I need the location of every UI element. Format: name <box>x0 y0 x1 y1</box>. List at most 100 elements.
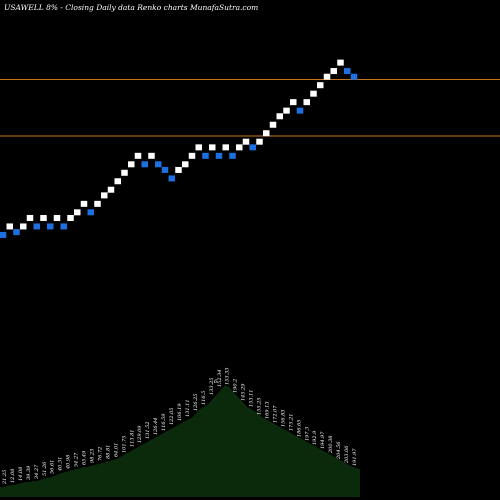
volume-label: 116.59 <box>161 413 167 431</box>
renko-brick-up <box>283 107 290 114</box>
volume-label: 203.06 <box>344 445 350 464</box>
volume-label: 116.5 <box>201 391 207 405</box>
chart-title: USAWELL 8% - Closing Daily data Renko ch… <box>4 3 258 12</box>
renko-brick-down <box>87 209 94 216</box>
reference-lines <box>0 79 500 137</box>
renko-brick-down <box>296 107 304 114</box>
renko-brick-up <box>256 138 263 145</box>
renko-brick-up <box>310 90 317 97</box>
volume-label: 88.81 <box>105 445 111 459</box>
renko-brick-up <box>182 161 189 168</box>
volume-label: 192.9 <box>312 430 318 445</box>
renko-brick-down <box>350 73 358 80</box>
renko-brick-down <box>33 223 40 230</box>
volume-label: 145.29 <box>241 383 247 401</box>
renko-brick-up <box>209 144 216 151</box>
renko-brick-up <box>67 214 74 221</box>
renko-brick-down <box>0 231 7 238</box>
volume-label: 65.49 <box>82 450 88 465</box>
renko-brick-up <box>74 209 81 216</box>
volume-label: 133.25 <box>209 378 215 396</box>
renko-brick-up <box>337 59 344 66</box>
renko-brick-up <box>121 169 128 176</box>
volume-label: 153.11 <box>249 390 255 408</box>
renko-brick-up <box>128 161 135 168</box>
renko-brick-up <box>317 82 324 89</box>
renko-brick-up <box>242 138 250 145</box>
volume-label: 122.05 <box>169 408 175 426</box>
renko-brick-up <box>276 113 283 120</box>
volume-label: 204.56 <box>336 441 342 460</box>
renko-brick-down <box>161 166 169 173</box>
volume-label: 39.39 <box>26 465 32 480</box>
renko-brick-down <box>47 223 54 230</box>
renko-brick-up <box>303 99 310 106</box>
volume-area <box>0 385 360 497</box>
renko-brick-down <box>229 152 236 159</box>
volume-label: 98.23 <box>90 449 96 463</box>
volume-label: 56.61 <box>50 460 56 474</box>
volume-label: 197.3 <box>304 427 310 441</box>
volume-label: 152.34 <box>217 370 223 388</box>
volume-label: 126.25 <box>193 394 199 412</box>
renko-brick-up <box>101 192 108 199</box>
volume-labels: 21.25 12.08 14.08 39.39 34.27 51.26 56.61 40.31… <box>2 368 358 486</box>
volume-label: 64.01 <box>113 443 119 457</box>
renko-brick-up <box>269 121 277 128</box>
renko-brick-up <box>236 144 243 151</box>
volume-fill <box>0 385 360 497</box>
volume-label: 175.21 <box>288 414 294 432</box>
volume-label: 101.75 <box>121 436 127 454</box>
volume-label: 186.65 <box>296 420 302 438</box>
renko-brick-down <box>249 144 256 151</box>
volume-label: 34.27 <box>34 464 40 479</box>
volume-label: 21.25 <box>2 470 8 485</box>
renko-brick-up <box>94 200 101 207</box>
volume-label: 194.97 <box>320 431 326 449</box>
volume-label: 155.25 <box>257 398 263 416</box>
renko-brick-down <box>202 152 209 159</box>
renko-brick-up <box>222 144 229 151</box>
volume-label: 51.26 <box>42 461 48 476</box>
volume-label: 40.98 <box>66 455 72 470</box>
volume-label: 113.81 <box>129 430 135 448</box>
renko-brick-down <box>141 161 148 168</box>
volume-label: 126.44 <box>153 418 159 436</box>
volume-label: 106.19 <box>177 403 183 421</box>
volume-label: 191.97 <box>352 448 358 466</box>
renko-brick-up <box>114 178 121 185</box>
renko-brick-down <box>168 175 175 182</box>
volume-label: 156.83 <box>280 410 286 428</box>
renko-brick-up <box>53 214 61 221</box>
volume-label: 14.08 <box>18 467 24 481</box>
renko-brick-down <box>215 152 223 159</box>
renko-brick-up <box>323 73 331 80</box>
renko-brick-up <box>188 152 196 159</box>
renko-brick-down <box>155 161 162 168</box>
renko-brick-up <box>40 214 47 221</box>
renko-bricks <box>0 59 358 238</box>
volume-label: 129.09 <box>137 425 143 443</box>
renko-brick-up <box>134 152 142 159</box>
renko-brick-up <box>195 144 202 151</box>
renko-brick-up <box>263 130 270 137</box>
renko-brick-up <box>20 223 27 230</box>
volume-label: 40.31 <box>58 457 64 472</box>
volume-label: 12.08 <box>10 469 16 483</box>
renko-brick-up <box>26 214 34 221</box>
renko-brick-up <box>107 186 115 193</box>
volume-label: 169.13 <box>265 402 271 420</box>
renko-brick-down <box>13 229 20 236</box>
volume-marker: 6 <box>214 379 218 385</box>
renko-brick-up <box>175 166 182 173</box>
volume-label: 190.2 <box>233 379 239 393</box>
volume-label: 172.07 <box>272 405 278 423</box>
volume-label: 54.27 <box>74 452 80 467</box>
volume-label: 131.52 <box>145 422 151 440</box>
renko-brick-down <box>344 68 351 75</box>
volume-label: 76.72 <box>97 447 103 461</box>
volume-label: 131.11 <box>185 400 191 418</box>
renko-brick-up <box>6 223 13 230</box>
volume-label: 153.33 <box>225 368 231 386</box>
